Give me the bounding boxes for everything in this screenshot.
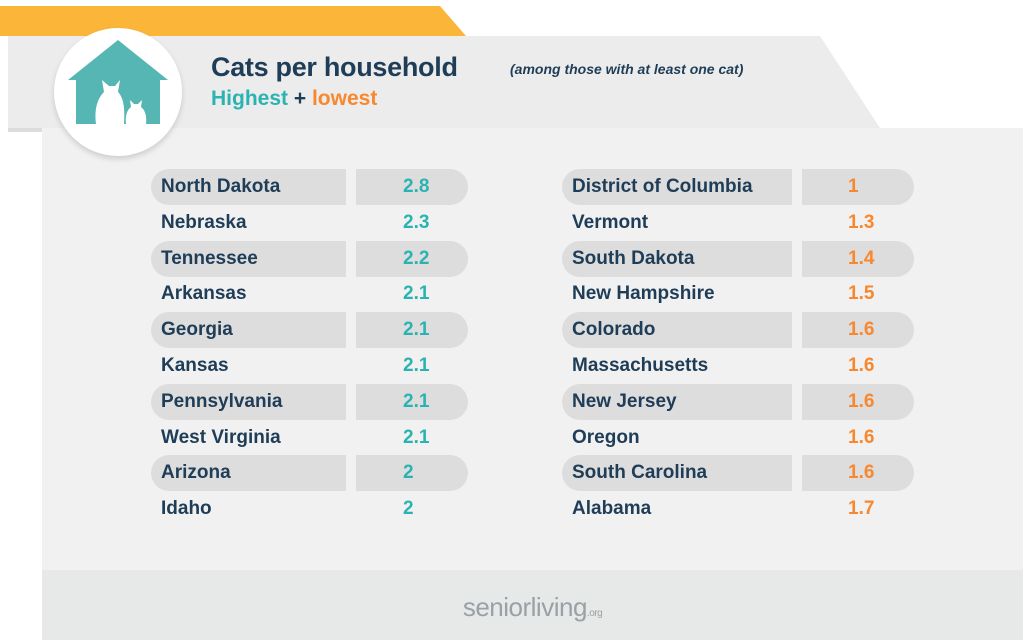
row-stripe-value <box>356 169 468 205</box>
highest-row: Nebraska 2.3 <box>151 205 468 241</box>
row-stripe-value <box>802 383 914 420</box>
row-stripe-value <box>802 169 914 205</box>
state-name: South Carolina <box>572 462 708 484</box>
lowest-row: South Carolina 1.6 <box>562 455 914 492</box>
cats-per-household-value: 1.6 <box>848 355 875 376</box>
state-name: Oregon <box>572 426 640 448</box>
state-name: Massachusetts <box>572 355 709 376</box>
cats-per-household-value: 1.5 <box>848 283 875 305</box>
lowest-row: Massachusetts 1.6 <box>562 348 914 384</box>
state-name: Nebraska <box>161 211 247 233</box>
highest-row: West Virginia 2.1 <box>151 420 468 456</box>
row-stripe-name <box>562 312 792 349</box>
brand-name: seniorliving <box>462 592 588 622</box>
row-stripe-name <box>562 240 792 277</box>
state-name: District of Columbia <box>572 176 753 197</box>
state-name: Alabama <box>572 498 652 520</box>
legend: Highest + lowest <box>211 87 377 111</box>
house-badge <box>54 28 182 156</box>
state-name: New Hampshire <box>572 283 715 305</box>
row-stripe-value <box>802 455 914 492</box>
row-stripe-value <box>802 240 914 277</box>
state-name: New Jersey <box>572 390 677 412</box>
cats-per-household-value: 1.3 <box>848 211 875 233</box>
state-name: Georgia <box>161 319 233 341</box>
page-subtitle: (among those with at least one cat) <box>510 61 744 77</box>
state-name: Kansas <box>161 355 229 376</box>
state-name: South Dakota <box>572 247 695 269</box>
cats-per-household-value: 2.8 <box>403 176 430 197</box>
state-name: Idaho <box>161 498 212 520</box>
row-stripe-name <box>562 169 792 205</box>
cats-per-household-value: 2.1 <box>403 319 430 341</box>
row-stripe-name <box>151 312 346 349</box>
state-name: Vermont <box>572 211 649 233</box>
legend-plus: + <box>293 87 307 110</box>
cats-per-household-value: 1.6 <box>848 390 875 412</box>
brand-logo: seniorliving.org <box>42 592 1023 623</box>
house-with-cats-icon <box>68 40 168 124</box>
state-name: West Virginia <box>161 426 281 448</box>
row-stripe-name <box>151 383 346 420</box>
row-stripe-name <box>562 455 792 492</box>
row-stripe-value <box>356 383 468 420</box>
lowest-row: South Dakota 1.4 <box>562 240 914 277</box>
cats-per-household-value: 2.1 <box>403 426 430 448</box>
lowest-row: Colorado 1.6 <box>562 312 914 349</box>
lowest-row: Alabama 1.7 <box>562 491 914 527</box>
highest-row: Arkansas 2.1 <box>151 276 468 312</box>
cats-per-household-value: 1.6 <box>848 462 875 484</box>
cats-per-household-value: 2 <box>403 498 414 520</box>
state-name: North Dakota <box>161 176 281 197</box>
lowest-row: Oregon 1.6 <box>562 420 914 456</box>
cats-per-household-value: 2.1 <box>403 355 430 376</box>
highest-row: Tennessee 2.2 <box>151 240 468 277</box>
cats-per-household-value: 2.3 <box>403 211 430 233</box>
row-stripe-value <box>356 455 468 492</box>
brand-suffix: .org <box>586 608 603 619</box>
legend-lowest: lowest <box>311 87 378 110</box>
page-title: Cats per household <box>211 52 458 82</box>
row-stripe-value <box>356 240 468 277</box>
lowest-row: Vermont 1.3 <box>562 205 914 241</box>
cats-per-household-value: 2.2 <box>403 247 430 269</box>
state-name: Tennessee <box>161 247 258 269</box>
state-name: Colorado <box>572 319 656 341</box>
row-stripe-name <box>562 383 792 420</box>
cats-per-household-value: 1 <box>848 176 859 197</box>
highest-row: Georgia 2.1 <box>151 312 468 349</box>
highest-row: Arizona 2 <box>151 455 468 492</box>
cats-per-household-value: 1.7 <box>848 498 875 520</box>
lowest-row: New Jersey 1.6 <box>562 383 914 420</box>
state-name: Arizona <box>161 462 231 484</box>
highest-row: Idaho 2 <box>151 491 468 527</box>
row-stripe-name <box>151 169 346 205</box>
cats-per-household-value: 1.4 <box>848 247 875 269</box>
row-stripe-name <box>151 455 346 492</box>
row-stripe-value <box>356 312 468 349</box>
lowest-row: New Hampshire 1.5 <box>562 276 914 312</box>
highest-row: Kansas 2.1 <box>151 348 468 384</box>
row-stripe-value <box>802 312 914 349</box>
state-name: Pennsylvania <box>161 390 283 412</box>
lowest-row: District of Columbia 1 <box>562 169 914 205</box>
cats-per-household-value: 1.6 <box>848 426 875 448</box>
highest-row: Pennsylvania 2.1 <box>151 383 468 420</box>
cats-per-household-value: 2 <box>403 462 414 484</box>
footer: seniorliving.org <box>42 570 1023 640</box>
cats-per-household-value: 2.1 <box>403 390 430 412</box>
highest-row: North Dakota 2.8 <box>151 169 468 205</box>
cats-per-household-value: 1.6 <box>848 319 875 341</box>
legend-highest: Highest <box>211 87 289 110</box>
cats-per-household-value: 2.1 <box>403 283 430 305</box>
row-stripe-name <box>151 240 346 277</box>
state-name: Arkansas <box>161 283 247 305</box>
